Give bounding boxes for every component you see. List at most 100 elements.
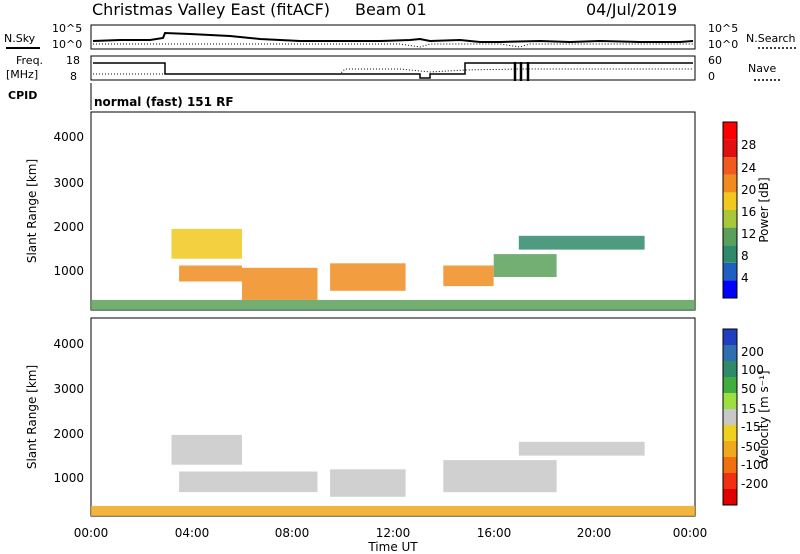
noise-tick-high-right: 10^5 — [708, 22, 738, 35]
freq-panel — [90, 55, 696, 81]
x-tick-0: 00:00 — [74, 526, 109, 540]
velocity-cbar-tick-m200: -200 — [741, 477, 768, 491]
velocity-cbar-tick-15: 15 — [741, 402, 756, 416]
data-region — [91, 299, 695, 310]
colorbar-segment — [723, 377, 737, 393]
colorbar-segment — [723, 262, 737, 281]
colorbar-segment — [723, 122, 737, 140]
freq-label-1: Freq. — [16, 54, 43, 67]
colorbar-segment — [723, 425, 737, 441]
nave-label: Nave — [748, 62, 776, 75]
data-region — [493, 254, 557, 277]
mode-text: normal (fast) 151 RF — [94, 95, 234, 109]
data-region — [171, 434, 242, 465]
data-region — [518, 235, 645, 250]
velocity-cbar-tick-100: 100 — [741, 363, 764, 377]
nsearch-label: N.Search — [746, 32, 796, 45]
freq-series — [93, 62, 693, 79]
colorbar-segment — [723, 489, 737, 505]
colorbar-segment — [723, 280, 737, 298]
velocity-cbar-tick-m15: -15 — [741, 420, 761, 434]
data-region — [179, 471, 318, 493]
noise-tick-high-left: 10^5 — [52, 22, 82, 35]
noise-panel — [90, 24, 696, 50]
velocity-data-layer — [91, 434, 695, 516]
power-y-axis-label: Slant Range [km] — [25, 159, 39, 263]
velocity-colorbar: 200 100 50 15 -15 -50 -100 -200 Velocity… — [722, 328, 771, 506]
power-cbar-tick-12: 12 — [741, 227, 756, 241]
nave-series — [93, 68, 693, 75]
nave-tick-high: 60 — [708, 54, 722, 67]
velocity-y-tick-4000: 4000 — [53, 337, 84, 351]
data-region — [171, 228, 242, 259]
freq-label-2: [MHz] — [6, 68, 38, 81]
colorbar-segment — [723, 409, 737, 425]
data-region — [443, 265, 494, 287]
x-tick-2: 08:00 — [275, 526, 310, 540]
x-axis: 00:00 04:00 08:00 12:00 16:00 20:00 00:0… — [74, 526, 708, 554]
freq-tick-low: 8 — [70, 70, 77, 83]
colorbar-segment — [723, 210, 737, 228]
x-tick-4: 16:00 — [477, 526, 512, 540]
nsky-series — [92, 31, 694, 44]
power-cbar-tick-4: 4 — [741, 271, 749, 285]
velocity-cbar-tick-m100: -100 — [741, 458, 768, 472]
date-label: 04/Jul/2019 — [586, 0, 677, 19]
nave-tick-low: 0 — [708, 70, 715, 83]
velocity-cbar-label: Velocity [m s⁻¹] — [757, 370, 771, 463]
velocity-cbar-tick-50: 50 — [741, 382, 756, 396]
colorbar-segment — [723, 227, 737, 246]
x-tick-6: 00:00 — [673, 526, 708, 540]
power-colorbar: 28 24 20 16 12 8 4 Power [dB] — [722, 121, 771, 299]
x-tick-1: 04:00 — [175, 526, 210, 540]
colorbar-segment — [723, 393, 737, 409]
velocity-y-tick-3000: 3000 — [53, 382, 84, 396]
freq-gap-markers — [513, 62, 530, 81]
nsky-label: N.Sky — [4, 32, 36, 45]
colorbar-segment — [723, 345, 737, 361]
velocity-y-tick-2000: 2000 — [53, 427, 84, 441]
power-data-layer — [91, 228, 695, 310]
power-cbar-tick-28: 28 — [741, 138, 756, 152]
velocity-y-axis-label: Slant Range [km] — [25, 365, 39, 469]
power-cbar-tick-16: 16 — [741, 205, 756, 219]
figure-title: Christmas Valley East (fitACF) — [92, 0, 330, 19]
x-tick-5: 20:00 — [577, 526, 612, 540]
noise-tick-low-left: 10^0 — [52, 38, 82, 51]
velocity-y-tick-1000: 1000 — [53, 471, 84, 485]
power-y-tick-1000: 1000 — [53, 264, 84, 278]
colorbar-segment — [723, 245, 737, 263]
colorbar-segment — [723, 139, 737, 158]
colorbar-segment — [723, 361, 737, 377]
velocity-cbar-tick-m50: -50 — [741, 440, 761, 454]
colorbar-segment — [723, 157, 737, 175]
power-cbar-tick-8: 8 — [741, 249, 749, 263]
data-region — [179, 265, 242, 282]
cpid-label: CPID — [8, 89, 37, 102]
power-y-tick-2000: 2000 — [53, 220, 84, 234]
velocity-panel: 1000 2000 3000 4000 Slant Range [km] — [25, 317, 696, 517]
power-panel: 1000 2000 3000 4000 Slant Range [km] — [25, 111, 696, 311]
x-axis-label: Time UT — [367, 540, 418, 554]
beam-label: Beam 01 — [355, 0, 427, 19]
power-cbar-tick-24: 24 — [741, 161, 756, 175]
power-y-tick-4000: 4000 — [53, 130, 84, 144]
colorbar-segment — [723, 457, 737, 473]
colorbar-segment — [723, 473, 737, 489]
data-region — [242, 267, 318, 300]
colorbar-segment — [723, 329, 737, 345]
colorbar-segment — [723, 192, 737, 210]
freq-tick-high: 18 — [66, 54, 80, 67]
noise-tick-low-right: 10^0 — [708, 38, 738, 51]
power-cbar-label: Power [dB] — [757, 177, 771, 242]
colorbar-segment — [723, 174, 737, 193]
power-y-tick-3000: 3000 — [53, 176, 84, 190]
power-colorbar-frame — [722, 121, 738, 299]
power-cbar-tick-20: 20 — [741, 183, 756, 197]
data-region — [443, 460, 557, 493]
colorbar-segment — [723, 441, 737, 457]
velocity-cbar-tick-200: 200 — [741, 345, 764, 359]
x-tick-3: 12:00 — [376, 526, 411, 540]
data-region — [91, 505, 695, 516]
